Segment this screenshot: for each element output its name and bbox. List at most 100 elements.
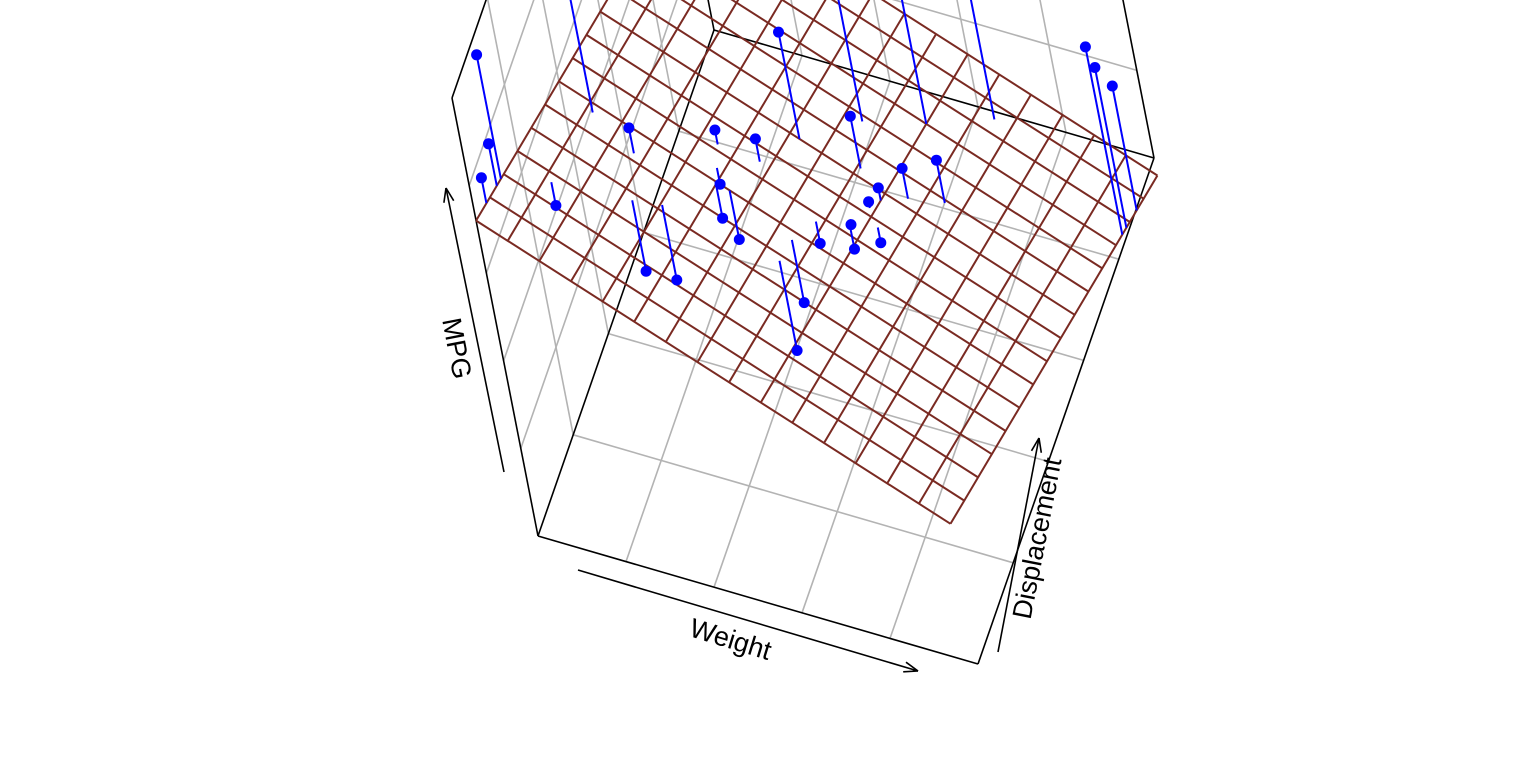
weight-axis-arrow-head bbox=[905, 661, 919, 672]
surface-mesh-line bbox=[823, 94, 1032, 444]
floor-grid-line bbox=[608, 332, 1049, 463]
data-point bbox=[875, 237, 887, 249]
drop-line bbox=[475, 54, 502, 179]
surface-mesh-line bbox=[630, 0, 1090, 293]
box-edge bbox=[451, 0, 487, 99]
data-point bbox=[930, 154, 942, 166]
data-point bbox=[475, 172, 487, 184]
left-wall-grid-line bbox=[652, 0, 680, 132]
x-axis-title: Weight bbox=[686, 613, 775, 666]
mpg-axis-arrow-head bbox=[443, 187, 447, 203]
left-wall-grid-line bbox=[502, 0, 630, 362]
surface-mesh-line bbox=[489, 196, 965, 502]
drop-line bbox=[1084, 46, 1124, 235]
y-axis-title: Displacement bbox=[1007, 455, 1068, 622]
axis-arrows bbox=[443, 187, 1043, 673]
data-point bbox=[1106, 80, 1118, 92]
back-wall-grid-line bbox=[1039, 0, 1067, 133]
weight-axis-arrow bbox=[577, 569, 919, 672]
surface-mesh-line bbox=[544, 103, 1021, 409]
left-wall-grid-line bbox=[542, 0, 610, 334]
surface-mesh-line bbox=[791, 73, 1001, 424]
back-wall-grid-line bbox=[873, 0, 891, 82]
data-point bbox=[671, 274, 683, 286]
drop-line bbox=[569, 0, 594, 113]
floor-grid-line bbox=[572, 434, 1014, 564]
drop-line bbox=[487, 143, 498, 186]
surface-mesh-line bbox=[780, 0, 1131, 223]
floor-grid-line bbox=[889, 132, 1067, 639]
box-frame bbox=[451, 0, 1155, 665]
floor-grid-line bbox=[801, 106, 979, 614]
regression-surface bbox=[475, 0, 1159, 525]
surface-mesh-line bbox=[854, 114, 1064, 464]
surface-mesh-line bbox=[475, 219, 952, 525]
surface-mesh-line bbox=[728, 33, 937, 383]
left-wall-grid-line bbox=[468, 0, 535, 186]
mpg-axis-arrow bbox=[445, 187, 505, 473]
data-point bbox=[844, 110, 856, 122]
data-point bbox=[749, 133, 761, 145]
back-wall-grid-line bbox=[891, 0, 1138, 72]
data-point bbox=[709, 124, 721, 136]
drop-line bbox=[631, 200, 648, 272]
drop-line bbox=[935, 160, 946, 204]
surface-mesh-line bbox=[880, 0, 1158, 177]
data-point bbox=[773, 26, 784, 38]
drop-line bbox=[900, 0, 928, 125]
displacement-axis-arrow bbox=[997, 437, 1040, 653]
surface-mesh-line bbox=[599, 10, 1076, 316]
surface-mesh-line bbox=[503, 173, 979, 479]
surface-mesh-line bbox=[918, 154, 1127, 505]
surface-mesh-line bbox=[886, 134, 1096, 484]
drop-lines bbox=[475, 0, 1138, 351]
data-point bbox=[471, 49, 483, 61]
data-point bbox=[845, 219, 857, 231]
data-point bbox=[717, 212, 729, 224]
surface-mesh-line bbox=[572, 57, 1048, 363]
surface-mesh-line bbox=[830, 0, 1145, 200]
data-point bbox=[896, 162, 908, 174]
data-point bbox=[863, 196, 875, 208]
surface-mesh-line bbox=[680, 0, 1103, 270]
drop-line bbox=[1111, 85, 1138, 211]
surface-mesh-line bbox=[530, 126, 1007, 432]
data-point bbox=[814, 238, 826, 249]
floor-grid-line bbox=[643, 231, 1084, 362]
displacement-axis-arrow-head bbox=[1038, 437, 1043, 453]
data-point bbox=[1089, 62, 1101, 73]
surface-mesh-line bbox=[696, 13, 906, 363]
left-wall-grid-line bbox=[520, 0, 678, 449]
weight-axis-arrow-head bbox=[903, 670, 919, 673]
surface-mesh-line bbox=[558, 80, 1034, 386]
box-edge bbox=[451, 97, 539, 537]
drop-line bbox=[1093, 67, 1128, 228]
data-points bbox=[471, 26, 1118, 356]
surface-mesh-line bbox=[506, 0, 652, 242]
floor-grid-line bbox=[678, 130, 1120, 260]
surface-mesh-line bbox=[516, 150, 993, 456]
data-point bbox=[849, 243, 860, 255]
data-point bbox=[791, 345, 803, 356]
data-point bbox=[640, 265, 652, 277]
box-edge bbox=[1122, 0, 1155, 159]
drop-line bbox=[969, 0, 996, 120]
back-wall-grid-line bbox=[956, 0, 979, 107]
data-point bbox=[872, 182, 884, 194]
box-edge bbox=[537, 29, 715, 537]
data-point bbox=[733, 234, 745, 245]
surface-mesh-line bbox=[585, 34, 1062, 339]
data-point bbox=[623, 122, 635, 134]
drop-line bbox=[778, 260, 799, 351]
data-point bbox=[714, 178, 726, 190]
drop-line bbox=[837, 0, 864, 122]
box-edge bbox=[977, 157, 1155, 665]
drop-line bbox=[661, 204, 678, 281]
back-wall-grid-line bbox=[790, 0, 803, 56]
surface-mesh-line bbox=[538, 0, 696, 262]
data-point bbox=[1079, 41, 1091, 53]
z-axis-title: MPG bbox=[436, 315, 477, 381]
surface-mesh-line bbox=[633, 0, 827, 323]
surface-mesh-line bbox=[664, 0, 871, 343]
